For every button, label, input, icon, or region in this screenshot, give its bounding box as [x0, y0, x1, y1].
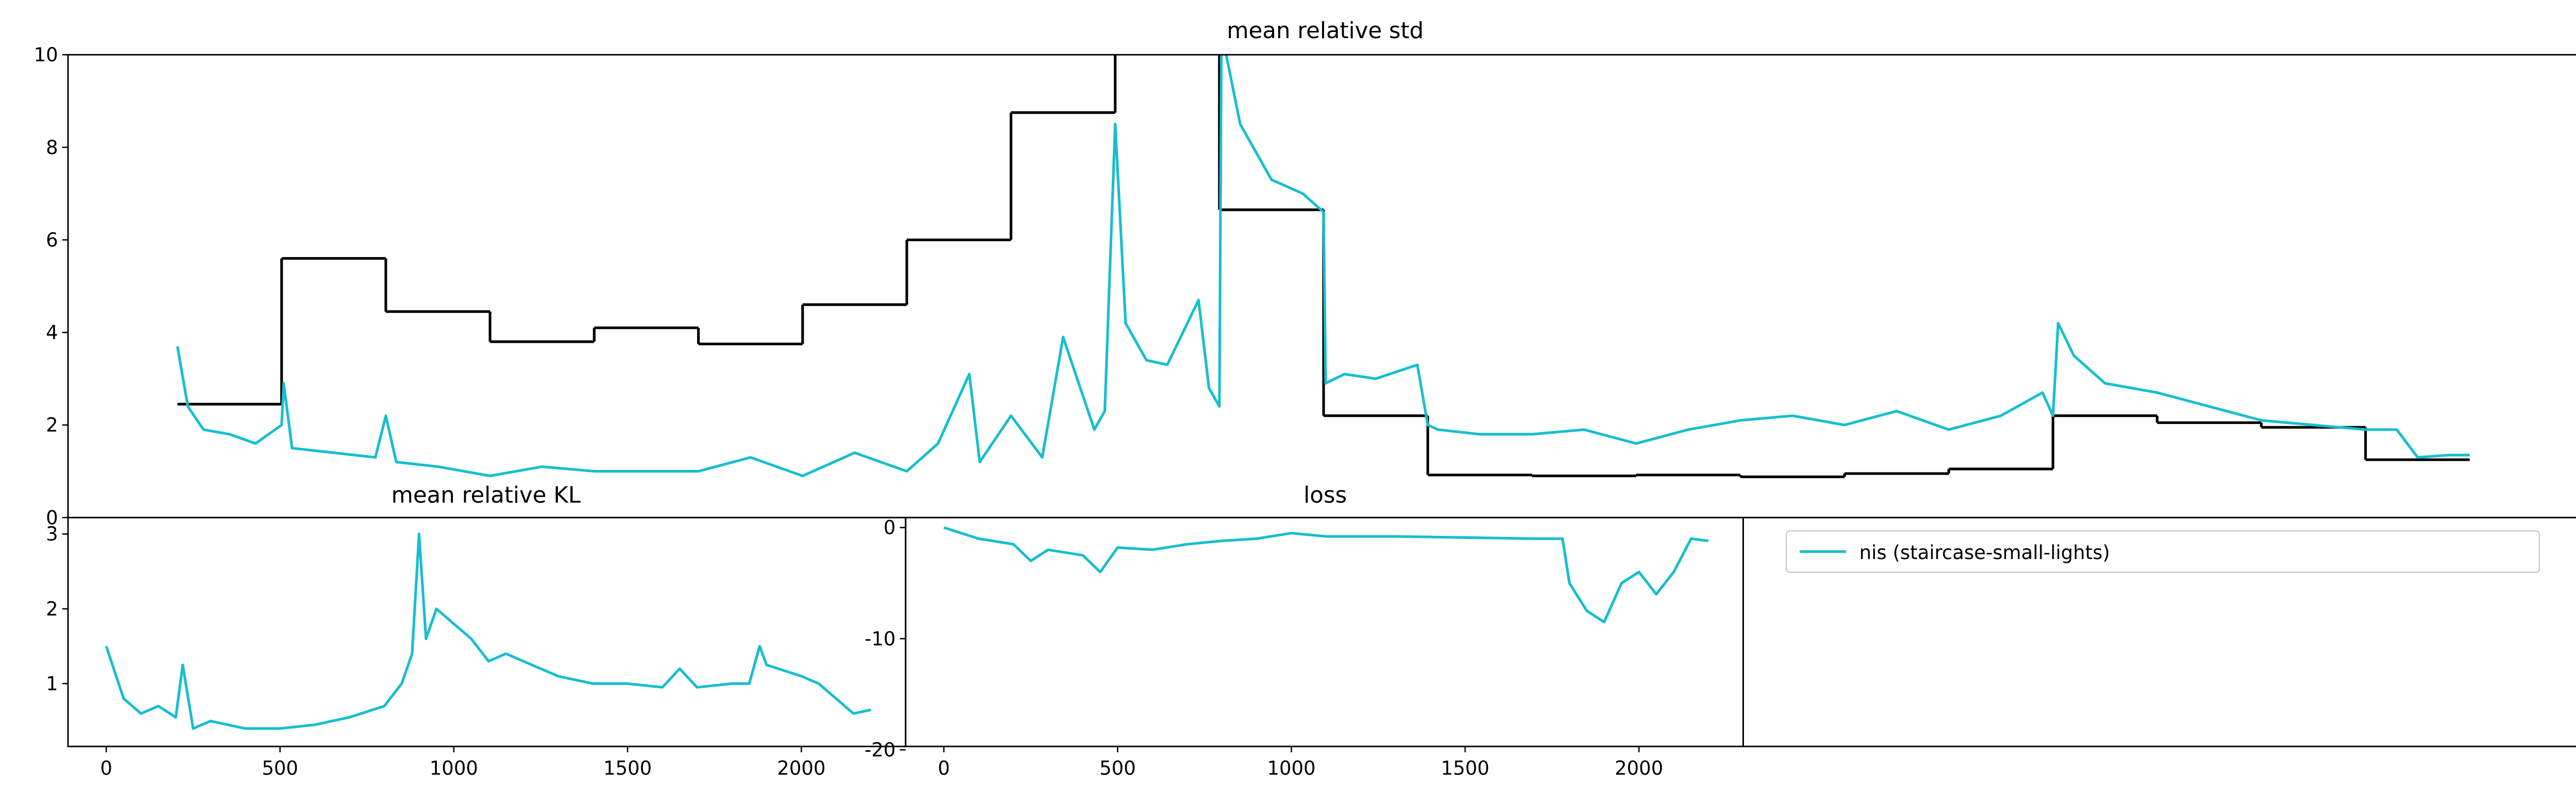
legend-label: nis (staircase-small-lights) [1859, 542, 2110, 564]
axes-frame [67, 54, 2576, 518]
y-tick-label: 2 [46, 414, 58, 436]
series-line [943, 526, 1709, 623]
series-line [176, 55, 2470, 478]
x-tick-label: 2000 [1615, 757, 1663, 779]
y-tick-label: 2 [46, 598, 58, 620]
y-tick-label: 10 [34, 44, 58, 66]
y-tick-label: 3 [46, 523, 58, 545]
axes-frame [905, 516, 1744, 748]
y-tick-label: 4 [46, 322, 58, 344]
plot-area [105, 532, 871, 730]
legend-box [1785, 530, 2540, 573]
x-tick-label: 1000 [1267, 757, 1315, 779]
y-tick-label: 1 [46, 673, 58, 695]
x-tick-label: 0 [938, 757, 950, 779]
plot-area [943, 526, 1709, 623]
x-tick-label: 1500 [1441, 757, 1489, 779]
y-tick-label: 6 [46, 229, 58, 251]
x-tick-label: 0 [100, 757, 112, 779]
x-tick-label: 2000 [777, 757, 825, 779]
y-tick-label: 0 [46, 507, 58, 529]
plot-area [176, 55, 2470, 478]
x-tick-label: 500 [1099, 757, 1136, 779]
series-line [105, 532, 871, 730]
axes-title: loss [1303, 482, 1347, 508]
axes-title: mean relative std [1227, 18, 1423, 44]
x-tick-label: 1500 [603, 757, 652, 779]
y-tick-label: 0 [884, 517, 896, 539]
y-tick-label: -10 [865, 628, 895, 650]
y-tick-label: 8 [46, 137, 58, 159]
x-tick-label: 500 [262, 757, 298, 779]
x-tick-label: 1000 [430, 757, 478, 779]
axes-title: mean relative KL [392, 482, 581, 508]
y-tick-label: -20 [865, 739, 895, 761]
axes-frame [67, 516, 907, 748]
